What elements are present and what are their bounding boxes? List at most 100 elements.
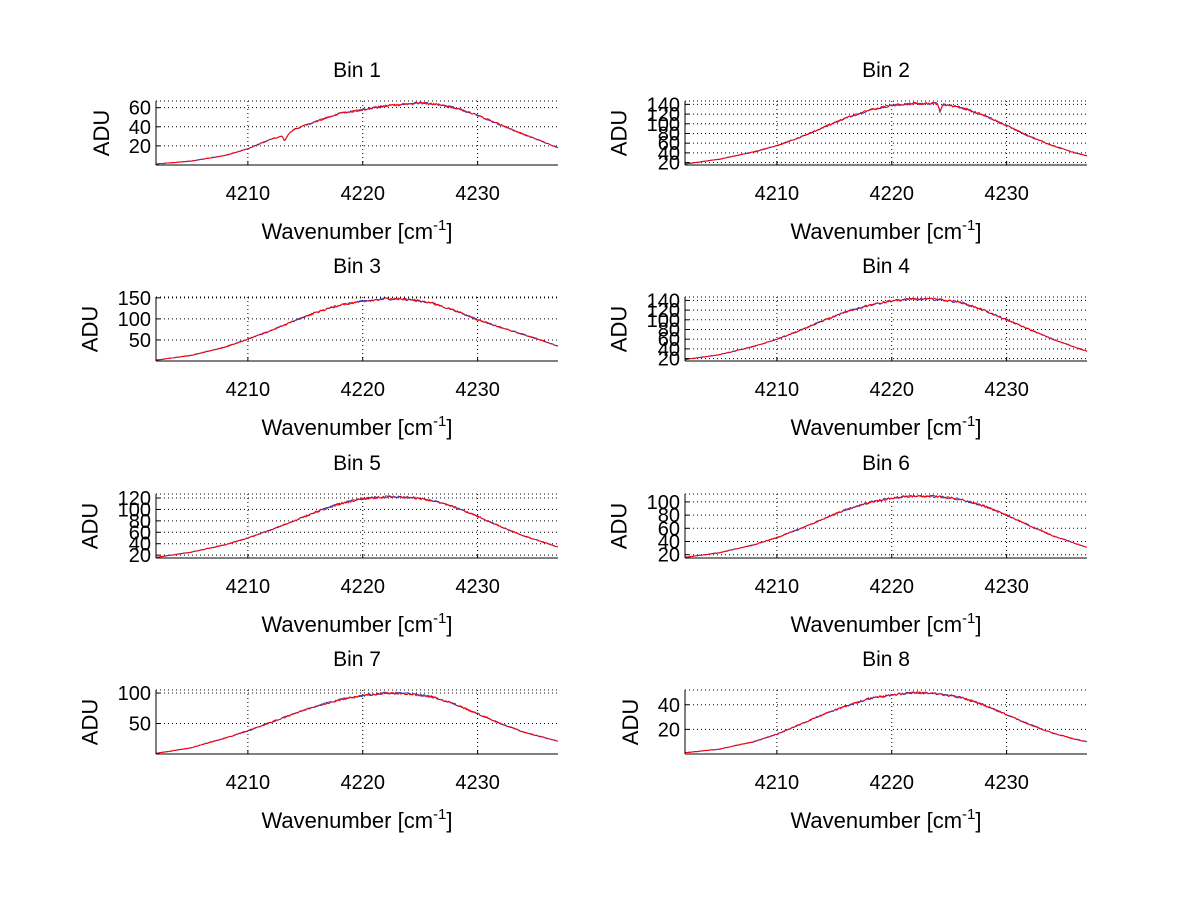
y-tick-label: 60	[658, 329, 680, 351]
y-tick-label: 20	[658, 545, 680, 567]
x-axis-label-close: ]	[446, 612, 452, 637]
x-axis-label-sup: -1	[962, 806, 975, 823]
y-tick-label: 20	[658, 153, 680, 175]
series-line-2	[684, 690, 1088, 754]
x-tick-label: 4230	[455, 183, 500, 205]
x-axis-label: Wavenumber [cm-1]	[790, 610, 981, 637]
x-axis-label: Wavenumber [cm-1]	[261, 610, 452, 637]
y-tick-label: 40	[129, 117, 151, 139]
x-tick-label: 4230	[455, 772, 500, 794]
x-tick-label: 4220	[340, 183, 385, 205]
series-line-2	[684, 494, 1088, 558]
x-axis-label: Wavenumber [cm-1]	[261, 413, 452, 440]
x-axis-label-base: Wavenumber [cm	[790, 219, 962, 244]
y-tick-label: 100	[118, 683, 151, 705]
series-line-2	[155, 101, 559, 165]
y-tick-label: 40	[658, 339, 680, 361]
y-tick-label: 150	[118, 288, 151, 310]
y-tick-label: 140	[647, 94, 680, 116]
y-tick-label: 50	[129, 330, 151, 352]
y-tick-label: 100	[118, 499, 151, 521]
y-axis-label: ADU	[618, 699, 643, 745]
x-axis-label-close: ]	[975, 808, 981, 833]
series-line-2	[684, 101, 1088, 165]
x-axis-label: Wavenumber [cm-1]	[261, 806, 452, 833]
x-tick-label: 4220	[869, 379, 914, 401]
x-tick-label: 4220	[340, 772, 385, 794]
x-tick-label: 4230	[984, 772, 1029, 794]
x-tick-label: 4210	[226, 379, 271, 401]
y-axis-label: ADU	[607, 110, 632, 156]
x-axis-label-close: ]	[446, 219, 452, 244]
x-axis-label-sup: -1	[433, 806, 446, 823]
y-tick-label: 60	[129, 522, 151, 544]
x-tick-label: 4210	[226, 183, 271, 205]
x-axis-label-sup: -1	[962, 610, 975, 627]
y-tick-label: 20	[658, 349, 680, 371]
x-axis-label: Wavenumber [cm-1]	[261, 217, 452, 244]
subplot-title: Bin 3	[333, 255, 381, 278]
x-axis-label-base: Wavenumber [cm	[790, 415, 962, 440]
x-tick-label: 4230	[984, 379, 1029, 401]
y-tick-label: 80	[658, 123, 680, 145]
y-tick-label: 40	[658, 695, 680, 717]
x-axis-label-sup: -1	[433, 413, 446, 430]
y-tick-label: 20	[129, 545, 151, 567]
y-tick-label: 40	[129, 534, 151, 556]
series-line-2	[155, 495, 559, 558]
subplot-title: Bin 6	[862, 452, 910, 475]
y-tick-label: 120	[647, 300, 680, 322]
x-axis-label-base: Wavenumber [cm	[790, 612, 962, 637]
series-line-2	[684, 297, 1088, 361]
y-tick-label: 100	[647, 492, 680, 514]
y-tick-label: 20	[658, 719, 680, 741]
y-tick-label: 20	[129, 136, 151, 158]
x-axis-label-close: ]	[975, 612, 981, 637]
y-tick-label: 80	[129, 511, 151, 533]
x-tick-label: 4210	[755, 379, 800, 401]
y-tick-label: 40	[658, 143, 680, 165]
y-tick-label: 100	[647, 114, 680, 136]
x-axis-label-close: ]	[446, 808, 452, 833]
y-tick-label: 50	[129, 714, 151, 736]
x-axis-label-sup: -1	[962, 217, 975, 234]
y-axis-label: ADU	[78, 503, 103, 549]
x-tick-label: 4210	[755, 772, 800, 794]
y-tick-label: 100	[647, 310, 680, 332]
subplot-bin-7: Bin 7 4210 4220 4230 50 100 Wavenumber [cm-1] A…	[78, 648, 559, 833]
subplot-title: Bin 2	[862, 59, 910, 82]
x-tick-label: 4210	[226, 576, 271, 598]
x-tick-label: 4220	[340, 379, 385, 401]
x-axis-label-base: Wavenumber [cm	[790, 808, 962, 833]
subplot-title: Bin 4	[862, 255, 910, 278]
x-axis-label-sup: -1	[433, 610, 446, 627]
y-tick-label: 140	[647, 290, 680, 312]
y-axis-label: ADU	[78, 699, 103, 745]
x-axis-label-close: ]	[446, 415, 452, 440]
x-tick-label: 4230	[984, 576, 1029, 598]
x-axis-label-base: Wavenumber [cm	[261, 808, 433, 833]
y-tick-label: 120	[118, 488, 151, 510]
x-tick-label: 4230	[984, 183, 1029, 205]
series-line-2	[155, 691, 559, 754]
y-axis-label: ADU	[607, 306, 632, 352]
x-tick-label: 4220	[869, 772, 914, 794]
x-axis-label: Wavenumber [cm-1]	[790, 217, 981, 244]
series-line-2	[155, 297, 559, 361]
x-axis-label-base: Wavenumber [cm	[261, 415, 433, 440]
x-axis-label-close: ]	[975, 219, 981, 244]
x-axis-label-base: Wavenumber [cm	[261, 219, 433, 244]
y-axis-label: ADU	[607, 503, 632, 549]
x-axis-label-sup: -1	[433, 217, 446, 234]
x-tick-label: 4210	[755, 183, 800, 205]
x-tick-label: 4220	[869, 183, 914, 205]
y-tick-label: 80	[658, 505, 680, 527]
x-axis-label-sup: -1	[962, 413, 975, 430]
x-axis-label-base: Wavenumber [cm	[261, 612, 433, 637]
